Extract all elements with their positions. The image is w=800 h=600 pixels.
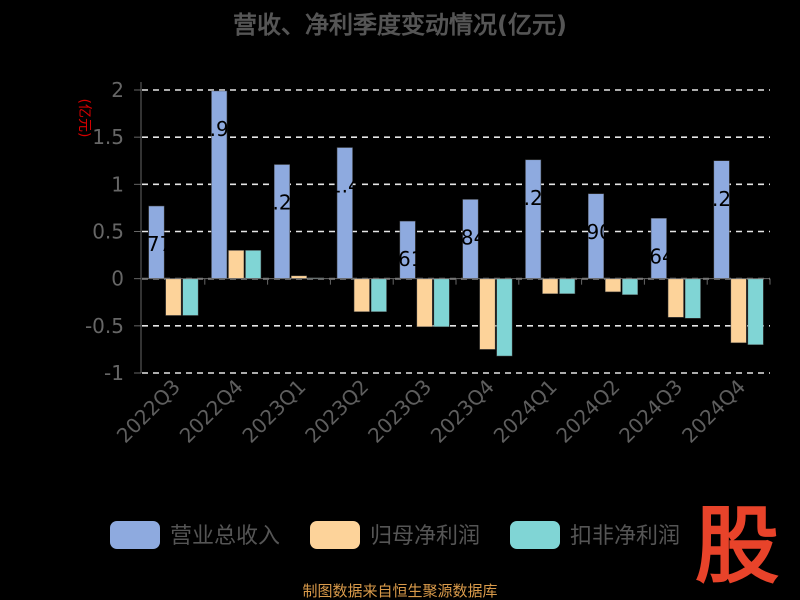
data-labels: .77 1.99 1.21 1.4 .61 .84 1.26 .90 .64 1.25 — [140, 117, 743, 271]
bar-2[interactable] — [416, 278, 433, 328]
legend-label[interactable]: 归母净利润 — [370, 524, 480, 549]
x-tick-label: 2023Q3 — [363, 375, 436, 448]
x-tick-label: 2023Q4 — [426, 375, 499, 448]
bar-1[interactable] — [336, 147, 353, 279]
source-note: 制图数据来自恒生聚源数据库 — [302, 582, 497, 600]
x-tick-label: 2024Q3 — [614, 375, 687, 448]
bar-1[interactable] — [713, 160, 730, 279]
data-label: 1.99 — [197, 117, 242, 141]
bar-3[interactable] — [684, 278, 701, 319]
bar-2[interactable] — [667, 278, 684, 318]
x-tick-label: 2022Q3 — [112, 375, 185, 448]
bar-1[interactable] — [274, 164, 290, 279]
legend[interactable]: 营业总收入 归母净利润 扣非净利润 — [110, 521, 680, 549]
x-tick-label: 2024Q2 — [551, 375, 624, 448]
y-tick-label: 1 — [111, 172, 124, 196]
brand-logo: 股 — [695, 497, 779, 595]
bar-3[interactable] — [559, 278, 576, 295]
bar-3[interactable] — [622, 278, 638, 295]
bars — [148, 90, 764, 357]
data-label: .77 — [140, 232, 172, 256]
y-tick-label: -0.5 — [85, 314, 124, 338]
data-label: 1.26 — [511, 186, 556, 210]
bar-2[interactable] — [479, 278, 496, 350]
bar-3[interactable] — [245, 250, 262, 279]
bar-2[interactable] — [165, 278, 182, 316]
bar-1[interactable] — [525, 159, 542, 279]
bar-3[interactable] — [182, 278, 199, 316]
x-tick-label: 2022Q4 — [175, 375, 248, 448]
bar-2[interactable] — [353, 278, 370, 312]
data-label: .61 — [392, 247, 424, 271]
x-tick-label: 2023Q2 — [300, 375, 373, 448]
bar-3[interactable] — [433, 278, 450, 328]
legend-swatch[interactable] — [310, 521, 360, 549]
x-tick-label: 2024Q1 — [489, 375, 562, 448]
x-tick-label: 2024Q4 — [677, 375, 750, 448]
y-tick-label: 0.5 — [92, 220, 124, 244]
y-tick-label: 0 — [111, 267, 124, 291]
x-tick-label: 2023Q1 — [237, 375, 310, 448]
legend-swatch[interactable] — [510, 521, 560, 549]
data-label: .84 — [454, 225, 486, 249]
data-label: .64 — [643, 244, 675, 268]
bar-3[interactable] — [747, 278, 764, 345]
legend-swatch[interactable] — [110, 521, 160, 549]
bar-2[interactable] — [730, 278, 747, 344]
y-tick-label: 1.5 — [92, 125, 124, 149]
bar-2[interactable] — [605, 278, 621, 293]
data-label: 1.4 — [329, 174, 361, 198]
data-label: 1.25 — [699, 187, 744, 211]
bar-2[interactable] — [542, 278, 559, 295]
bar-2[interactable] — [228, 250, 245, 279]
y-tick-label: 2 — [111, 78, 124, 102]
legend-label[interactable]: 营业总收入 — [170, 524, 280, 549]
y-tick-label: -1 — [104, 361, 124, 385]
y-axis-label: (亿元) — [76, 99, 92, 138]
bar-3[interactable] — [370, 278, 387, 312]
data-label: .90 — [580, 220, 612, 244]
bar-3[interactable] — [496, 278, 513, 357]
chart-title: 营收、净利季度变动情况(亿元) — [233, 11, 567, 39]
data-label: 1.21 — [260, 191, 305, 215]
legend-label[interactable]: 扣非净利润 — [570, 524, 680, 549]
